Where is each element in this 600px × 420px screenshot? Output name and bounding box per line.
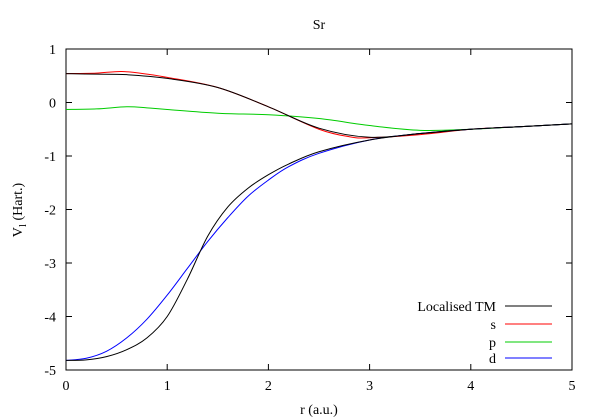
- y-tick-label: -5: [44, 364, 56, 379]
- y-tick-label: -3: [44, 257, 56, 272]
- plot-area: [65, 48, 573, 371]
- y-tick-label: 1: [49, 43, 56, 58]
- legend-label-p: p: [489, 336, 496, 351]
- series-d-line: [65, 123, 573, 361]
- x-axis-label: r (a.u.): [300, 403, 338, 418]
- y-tick-label: -4: [44, 311, 56, 326]
- x-tick-label: 4: [467, 379, 474, 394]
- x-tick-label: 2: [265, 379, 272, 394]
- y-axis-label-rest: (Hart.): [11, 182, 26, 224]
- chart-title: Sr: [313, 18, 326, 33]
- y-tick-label: -2: [44, 204, 56, 219]
- y-tick-label: 0: [49, 97, 56, 112]
- y-axis-label-main: V: [11, 227, 26, 237]
- legend-label-d: d: [489, 352, 496, 367]
- series-p-line: [65, 106, 573, 132]
- legend-label-s: s: [491, 318, 496, 333]
- x-tick-label: 0: [63, 379, 70, 394]
- x-tick-label: 3: [366, 379, 373, 394]
- x-tick-label: 5: [569, 379, 576, 394]
- legend: Localised TM spd: [417, 300, 552, 367]
- series-layer: [65, 70, 573, 361]
- axis-ticks: 0 1 2 3 4 5 1 0 -1 -2 -3 -4 -5: [44, 43, 575, 394]
- y-tick-label: -1: [44, 150, 56, 165]
- legend-label-localised-tm: Localised TM: [417, 300, 496, 315]
- y-axis-label: Vl (Hart.): [11, 182, 29, 237]
- series-localised-tm-d-line: [65, 123, 573, 361]
- y-axis-label-sub: l: [17, 224, 29, 227]
- x-tick-label: 1: [164, 379, 171, 394]
